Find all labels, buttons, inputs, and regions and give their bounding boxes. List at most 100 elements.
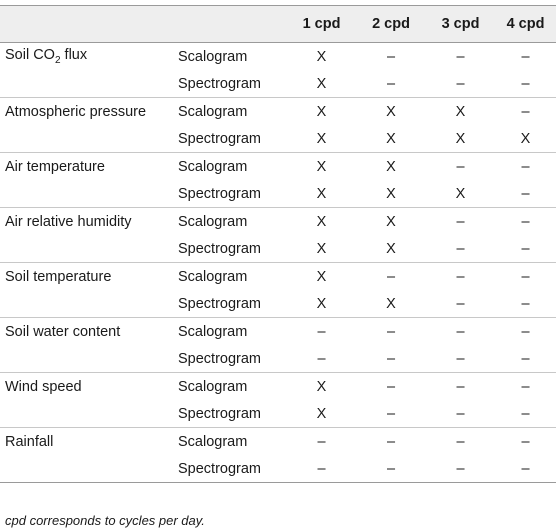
mark-4cpd: – (521, 323, 530, 340)
mark-2cpd: – (386, 323, 396, 340)
mark-2cpd: – (386, 350, 396, 367)
table-row: Spectrogram – – – – (0, 345, 556, 373)
method-name: Scalogram (178, 103, 248, 120)
mark-1cpd: X (316, 130, 327, 147)
mark-1cpd: X (316, 75, 327, 92)
mark-1cpd: X (316, 295, 327, 312)
mark-4cpd: – (521, 185, 530, 202)
mark-3cpd: – (456, 378, 465, 395)
table-row: Spectrogram X X X – (0, 180, 556, 208)
method-name: Spectrogram (178, 405, 262, 422)
mark-4cpd: – (521, 103, 530, 120)
mark-2cpd: – (386, 405, 396, 422)
table-header: 1 cpd 2 cpd 3 cpd 4 cpd (0, 5, 556, 43)
mark-2cpd: – (386, 460, 396, 477)
mark-4cpd: – (521, 295, 530, 312)
variable-label: Atmospheric pressure (5, 103, 147, 120)
variable-name (0, 345, 178, 373)
mark-2cpd: X (386, 295, 396, 312)
variable-label: Wind speed (5, 378, 82, 395)
variable-label: Air temperature (5, 158, 105, 175)
mark-3cpd: – (456, 240, 465, 257)
mark-2cpd: – (386, 433, 396, 450)
mark-4cpd: – (521, 378, 530, 395)
variable-name: Wind speed (0, 373, 178, 401)
variable-label: Rainfall (5, 433, 54, 450)
mark-1cpd: – (317, 433, 326, 450)
mark-4cpd: X (520, 130, 531, 147)
method-name: Spectrogram (178, 240, 262, 257)
table-row: Spectrogram X X – – (0, 290, 556, 318)
mark-2cpd: X (386, 185, 396, 202)
mark-1cpd: X (316, 213, 327, 230)
mark-1cpd: X (316, 158, 327, 175)
mark-3cpd: X (455, 103, 466, 120)
method-name: Scalogram (178, 268, 248, 285)
variable-name (0, 70, 178, 98)
mark-3cpd: – (456, 350, 465, 367)
table-row: Rainfall Scalogram – – – – (0, 427, 556, 456)
method-name: Spectrogram (178, 75, 262, 92)
method-name: Scalogram (178, 158, 248, 175)
table-row: Wind speed Scalogram X – – – (0, 372, 556, 401)
variable-label: Air relative humidity (5, 213, 132, 230)
variable-name (0, 290, 178, 318)
mark-4cpd: – (521, 433, 530, 450)
variable-name (0, 400, 178, 428)
table-row: Soil water content Scalogram – – – – (0, 317, 556, 346)
table-row: Spectrogram X X – – (0, 235, 556, 263)
method-name: Scalogram (178, 213, 248, 230)
mark-2cpd: – (386, 378, 396, 395)
mark-1cpd: X (316, 268, 327, 285)
mark-3cpd: – (456, 48, 465, 65)
variable-name (0, 180, 178, 208)
method-name: Spectrogram (178, 350, 262, 367)
mark-2cpd: X (386, 158, 396, 175)
variable-name (0, 455, 178, 483)
mark-2cpd: – (386, 48, 396, 65)
header-variable (0, 6, 178, 43)
mark-2cpd: X (386, 130, 396, 147)
mark-3cpd: X (455, 130, 466, 147)
table-row: Soil CO2 flux Scalogram X – – – (0, 42, 556, 71)
mark-3cpd: – (456, 460, 465, 477)
mark-3cpd: – (456, 75, 465, 92)
table-body: Soil CO2 flux Scalogram X – – – Spectrogram X – –… (0, 42, 556, 483)
method-name: Spectrogram (178, 130, 262, 147)
variable-label: Soil temperature (5, 268, 112, 285)
mark-2cpd: X (386, 213, 396, 230)
mark-3cpd: – (456, 268, 465, 285)
variable-suffix: flux (60, 47, 88, 64)
variable-subscript: 2 (54, 54, 61, 66)
header-2cpd: 2 cpd (372, 16, 410, 32)
method-name: Scalogram (178, 48, 248, 65)
header-1cpd: 1 cpd (302, 16, 341, 32)
variable-name: Soil temperature (0, 263, 178, 291)
mark-2cpd: – (386, 268, 396, 285)
mark-3cpd: – (456, 295, 465, 312)
mark-3cpd: – (456, 433, 465, 450)
table-footnote: cpd corresponds to cycles per day. (5, 513, 205, 528)
header-3cpd: 3 cpd (441, 16, 480, 32)
table-row: Soil temperature Scalogram X – – – (0, 262, 556, 291)
mark-1cpd: – (317, 350, 326, 367)
variable-name: Air temperature (0, 153, 178, 181)
mark-2cpd: – (386, 75, 396, 92)
mark-1cpd: – (317, 460, 326, 477)
mark-1cpd: X (316, 48, 327, 65)
table-row: Spectrogram X – – – (0, 70, 556, 98)
mark-1cpd: X (316, 378, 327, 395)
mark-4cpd: – (521, 350, 530, 367)
mark-1cpd: X (316, 103, 327, 120)
mark-4cpd: – (521, 158, 530, 175)
variable-name: Rainfall (0, 428, 178, 456)
variable-name (0, 235, 178, 263)
mark-1cpd: X (316, 240, 327, 257)
variable-name: Atmospheric pressure (0, 98, 178, 126)
table-row: Air relative humidity Scalogram X X – – (0, 207, 556, 236)
table-row: Air temperature Scalogram X X – – (0, 152, 556, 181)
mark-2cpd: X (386, 103, 396, 120)
table-row: Spectrogram X X X X (0, 125, 556, 153)
mark-3cpd: – (456, 405, 465, 422)
mark-3cpd: – (456, 323, 465, 340)
